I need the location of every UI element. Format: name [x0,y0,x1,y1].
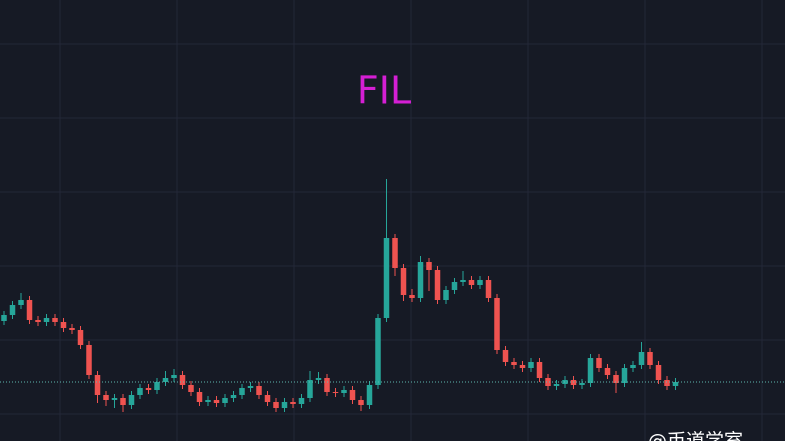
candle-body [137,388,143,395]
candle-body [587,358,594,383]
watermark: @币道学室 [648,430,743,441]
candle-body [664,380,670,386]
candle-body [1,315,7,321]
candle-body [383,238,390,318]
candle-body [528,362,534,368]
candle-body [409,295,415,298]
candle-body [264,395,271,402]
candle-body [485,280,492,298]
candle-body [247,386,254,388]
candle-body [298,398,305,404]
candle-body [477,280,483,285]
candle-body [672,382,679,386]
candle-body [349,390,356,400]
candle-body [366,385,373,405]
candle-body [536,362,543,378]
candle-body [604,368,611,375]
candle-body [332,392,339,393]
candle-body [324,378,330,392]
candle-body [468,280,475,285]
candle-body [341,390,347,393]
candle-body [103,395,109,400]
candle-body [579,383,585,385]
candle-body [621,368,628,383]
candle-body [502,350,509,362]
candle-body [94,375,101,395]
candle-body [443,290,449,300]
candle-body [179,375,186,385]
candle-body [417,262,424,298]
candle-body [392,238,398,268]
candle-body [69,328,75,330]
candle-body [400,268,407,295]
candle-body [120,398,126,405]
candle-body [77,330,84,345]
candle-body [52,318,58,322]
candle-body [273,402,279,408]
candle-body [256,386,262,395]
candle-body [205,400,211,402]
candle-body [188,385,194,392]
candle-body [630,365,636,368]
candle-body [213,400,220,403]
candle-body [307,380,313,398]
candle-body [434,270,441,300]
candle-body [154,382,160,390]
candle-body [655,365,662,380]
candle-body [222,398,228,403]
candle-body [60,322,67,328]
candle-body [145,388,152,390]
candle-body [638,352,645,365]
candle-body [128,395,135,405]
candle-body [375,318,381,385]
candle-body [43,318,50,322]
candle-body [451,282,458,290]
candle-body [460,280,466,282]
chart-title: FIL [357,69,411,113]
candle-body [239,388,245,395]
candle-body [18,300,24,305]
candle-body [86,345,92,375]
candle-body [358,400,364,405]
candle-body [315,378,322,380]
candle-body [171,375,177,378]
candle-body [281,402,288,408]
candle-body [494,298,500,350]
candle-body [35,320,41,322]
candle-body [613,375,619,383]
candle-body [511,362,517,365]
candle-body [26,300,33,320]
candle-body [647,352,653,365]
candle-body [596,358,602,368]
candle-body [162,378,169,382]
candle-body [9,305,16,315]
candle-body [545,378,551,386]
candle-body [196,392,203,402]
candle-body [553,384,560,386]
candle-body [111,398,118,400]
candle-body [230,395,237,398]
candle-body [426,262,432,270]
candle-body [519,365,526,368]
candle-body [290,402,296,404]
